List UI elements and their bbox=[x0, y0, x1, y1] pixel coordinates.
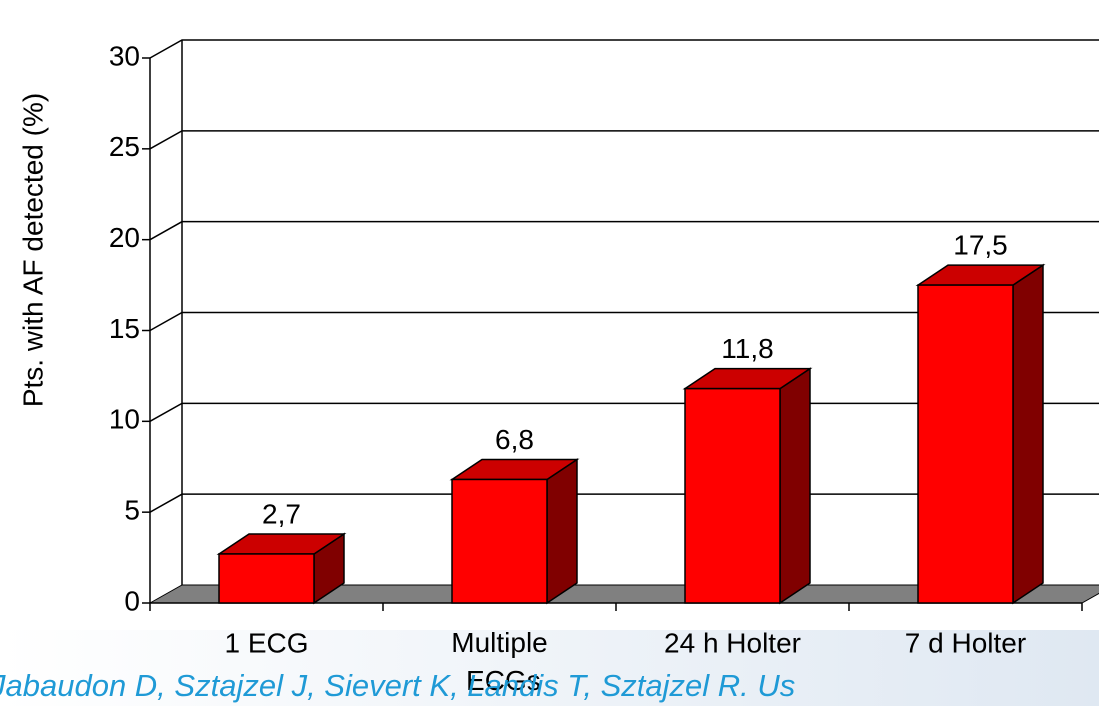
citation: Jabaudon D, Sztajzel J, Sievert K, Landi… bbox=[0, 668, 795, 703]
grid-line bbox=[149, 311, 1099, 332]
bar bbox=[218, 553, 315, 604]
y-tick-label: 15 bbox=[109, 313, 140, 344]
x-tick-label-line: Multiple bbox=[451, 627, 547, 658]
bar-side bbox=[779, 367, 811, 605]
x-tick-label: 24 h Holter bbox=[664, 627, 801, 658]
value-label: 2,7 bbox=[262, 498, 301, 529]
y-tick-label: 0 bbox=[124, 585, 140, 616]
bar-side bbox=[546, 458, 578, 605]
y-tick-label: 10 bbox=[109, 404, 140, 435]
grid-line bbox=[149, 402, 1099, 422]
value-label: 6,8 bbox=[495, 424, 534, 455]
x-tick-label: 1 ECG bbox=[224, 627, 308, 658]
y-axis-label: Pts. with AF detected (%) bbox=[17, 93, 48, 407]
y-tick-label: 25 bbox=[109, 131, 140, 162]
background-swoosh bbox=[0, 630, 1099, 706]
y-tick-label: 30 bbox=[109, 40, 140, 71]
bar bbox=[684, 387, 781, 604]
bar-side bbox=[1012, 263, 1044, 605]
bar bbox=[917, 284, 1014, 604]
value-label: 11,8 bbox=[721, 333, 773, 364]
y-tick-label: 5 bbox=[124, 495, 140, 526]
bar bbox=[451, 478, 548, 604]
grid-line bbox=[149, 493, 1099, 513]
grid-line bbox=[149, 39, 1099, 59]
grid-line bbox=[149, 130, 1099, 150]
x-tick-label: Multiple ECGs bbox=[451, 627, 547, 696]
x-tick-label-line: ECGs bbox=[458, 665, 540, 696]
value-label: 17,5 bbox=[953, 229, 1008, 260]
grid-line bbox=[149, 220, 1099, 241]
x-tick-label: 7 d Holter bbox=[905, 627, 1026, 658]
y-tick-label: 20 bbox=[109, 222, 140, 253]
